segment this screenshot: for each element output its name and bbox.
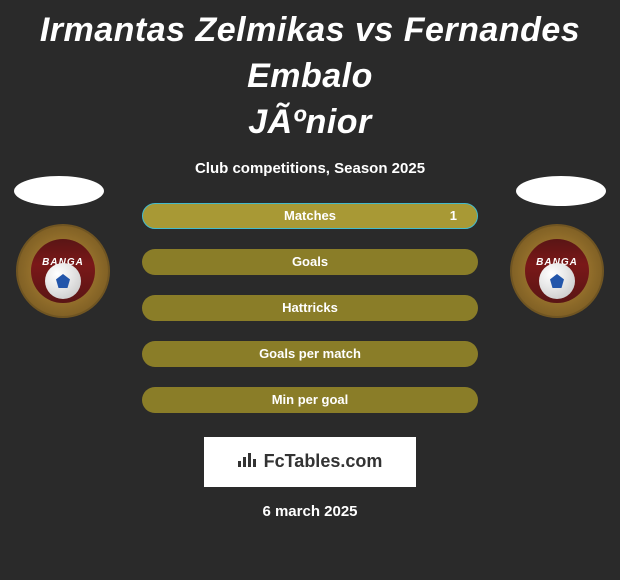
date-text: 6 march 2025 (0, 503, 620, 520)
stat-row-hattricks: Hattricks (142, 295, 478, 321)
stat-row-goals-per-match: Goals per match (142, 341, 478, 367)
badge-inner: BANGA (525, 239, 589, 303)
soccer-ball-icon (45, 263, 81, 299)
page-title: Irmantas Zelmikas vs Fernandes Embalo JÃ… (0, 0, 620, 146)
title-line1: Irmantas Zelmikas vs Fernandes Embalo (40, 11, 580, 95)
soccer-ball-icon (539, 263, 575, 299)
fctables-logo: FcTables.com (204, 437, 416, 487)
stat-label: Goals per match (259, 346, 361, 361)
badge-inner: BANGA (31, 239, 95, 303)
stat-value: 1 (450, 208, 457, 223)
logo-text: FcTables.com (264, 451, 383, 472)
chart-icon (238, 451, 258, 472)
player-photo-left (14, 176, 104, 206)
club-badge-right: BANGA (510, 224, 604, 318)
stat-label: Goals (292, 254, 328, 269)
stat-label: Matches (284, 208, 336, 223)
stat-label: Min per goal (272, 392, 349, 407)
stat-row-min-per-goal: Min per goal (142, 387, 478, 413)
stat-label: Hattricks (282, 300, 338, 315)
stat-row-matches: Matches 1 (142, 203, 478, 229)
club-badge-left: BANGA (16, 224, 110, 318)
stats-container: Matches 1 Goals Hattricks Goals per matc… (142, 203, 478, 413)
stat-row-goals: Goals (142, 249, 478, 275)
subtitle: Club competitions, Season 2025 (0, 160, 620, 177)
player-photo-right (516, 176, 606, 206)
title-line2: JÃºnior (248, 103, 372, 141)
